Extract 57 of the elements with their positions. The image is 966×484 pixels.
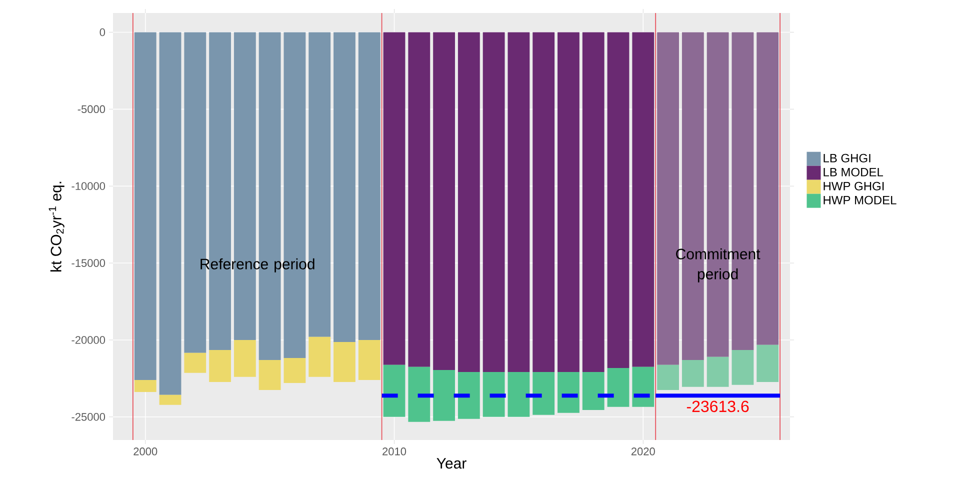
bar xyxy=(408,366,430,422)
bar xyxy=(284,358,306,384)
bar xyxy=(184,352,206,373)
y-tick-label: -10000 xyxy=(72,182,106,190)
bar xyxy=(508,32,530,372)
bar xyxy=(408,32,430,367)
bar xyxy=(159,32,182,395)
bar xyxy=(482,32,505,372)
bar xyxy=(308,336,331,377)
y-tick-label: -5000 xyxy=(78,105,106,114)
bar xyxy=(334,342,356,382)
bar xyxy=(234,340,256,377)
x-tick-label: 2010 xyxy=(382,448,406,456)
bar xyxy=(482,372,505,417)
bar xyxy=(358,32,380,340)
bar xyxy=(433,32,455,370)
y-tick-label: -25000 xyxy=(72,413,106,421)
bar xyxy=(209,350,231,382)
legend-label: LB GHGI xyxy=(824,154,870,162)
bar xyxy=(732,350,754,385)
bar xyxy=(657,364,679,390)
bar xyxy=(582,32,604,372)
bar xyxy=(258,360,281,390)
bar xyxy=(159,394,182,405)
bar xyxy=(532,32,555,372)
bar xyxy=(358,340,380,380)
bar xyxy=(607,368,630,407)
legend-label: LB MODEL xyxy=(824,168,884,176)
bar xyxy=(134,380,156,392)
bar xyxy=(508,372,530,417)
bar xyxy=(558,372,580,413)
y-tick-label: 0 xyxy=(100,28,106,36)
x-tick-label: 2020 xyxy=(631,448,655,456)
legend-label: HWP MODEL xyxy=(824,196,896,204)
annotation: -23613.6 xyxy=(686,400,749,412)
bar xyxy=(558,32,580,372)
bar xyxy=(134,32,156,380)
bar xyxy=(458,32,480,372)
bar xyxy=(383,32,406,365)
bar xyxy=(582,372,604,410)
bar xyxy=(632,366,654,407)
bar xyxy=(433,370,455,421)
y-tick-label: -15000 xyxy=(72,259,106,267)
x-tick-label: 2000 xyxy=(134,448,158,456)
bar xyxy=(383,364,406,417)
bar xyxy=(756,344,779,382)
bar xyxy=(682,360,704,387)
bar xyxy=(706,356,729,387)
bar xyxy=(607,32,630,368)
bar xyxy=(632,32,654,367)
y-tick-label: -20000 xyxy=(72,336,106,344)
y-axis-title: kt CO$_{2}$yr$^{-1}$ eq. xyxy=(48,182,64,272)
legend-label: HWP GHGI xyxy=(824,182,884,190)
bar xyxy=(532,372,555,415)
x-axis-title: Year xyxy=(436,458,466,469)
bar xyxy=(334,32,356,342)
bar xyxy=(458,372,480,419)
